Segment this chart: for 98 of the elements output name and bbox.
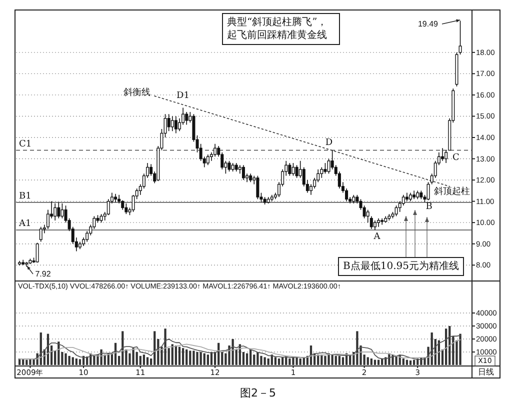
bar (331, 354, 334, 365)
bar (250, 349, 252, 365)
annotation: 典型“斜顶起柱腾飞”，起飞前回踩精准黄金线 (222, 13, 340, 45)
bar (171, 344, 174, 365)
candlestick (324, 162, 327, 174)
bar (182, 348, 184, 365)
candlestick (295, 164, 298, 178)
candlestick (36, 242, 39, 263)
bar (366, 357, 369, 365)
bar (203, 353, 206, 365)
annotation: B点最低10.95元为精准线 (338, 257, 464, 276)
candlestick (167, 114, 170, 132)
bar (132, 348, 134, 365)
annotation: 斜顶起柱 (434, 186, 470, 197)
bar (29, 359, 32, 365)
candlestick (292, 162, 295, 176)
bar (68, 356, 70, 365)
candlestick (440, 148, 444, 162)
bar (299, 358, 302, 365)
candlestick (288, 162, 292, 176)
annotation: C (452, 153, 460, 163)
bar (164, 328, 166, 365)
bar (406, 360, 408, 365)
bar (342, 357, 344, 365)
bar (409, 360, 412, 365)
annotation: 斜衡线 (124, 87, 150, 98)
bar (334, 356, 337, 365)
bar (413, 360, 416, 365)
text: 日线 (478, 368, 494, 376)
annotation: D (325, 138, 333, 148)
bar (402, 358, 404, 365)
annotation: D1 (176, 91, 190, 101)
bar (395, 356, 398, 365)
bar (459, 334, 462, 365)
bar (232, 338, 234, 365)
ref-line-label: B1 (19, 191, 32, 202)
bar (288, 358, 291, 365)
bar (264, 357, 266, 365)
bar (338, 356, 340, 365)
annotation: B (426, 202, 433, 212)
candlestick (394, 205, 398, 217)
ref-line-label: C1 (19, 139, 32, 150)
annotation: A (372, 232, 381, 242)
bar (356, 331, 358, 365)
candlestick (57, 202, 60, 219)
bar (281, 357, 284, 365)
bar (75, 358, 78, 365)
annotation: 7.92 (35, 270, 52, 278)
bar (78, 359, 82, 365)
bar (186, 349, 188, 365)
candlestick (362, 205, 366, 219)
bar (72, 357, 74, 365)
bar (136, 352, 138, 365)
bar (260, 356, 262, 365)
ref-line-label: A1 (18, 219, 32, 230)
candlestick (320, 166, 324, 178)
candlestick (458, 20, 462, 55)
candlestick (242, 164, 245, 180)
candlestick (444, 150, 448, 164)
bar (139, 356, 142, 365)
bar (210, 352, 213, 365)
candlestick (174, 116, 178, 134)
line-series (19, 339, 461, 360)
bar (142, 354, 146, 365)
candlestick (60, 203, 64, 219)
bar (377, 360, 380, 365)
bar (174, 345, 178, 365)
bar (178, 346, 181, 365)
bar (206, 354, 209, 365)
candlestick (39, 226, 42, 242)
bar (154, 331, 156, 365)
bar (192, 350, 195, 365)
bar (189, 350, 192, 365)
bar (267, 358, 270, 365)
caption: 图2－5 (240, 386, 276, 400)
bar (146, 357, 149, 365)
annotation: 19.49 (418, 20, 439, 28)
candlestick (214, 143, 217, 158)
bar (374, 360, 376, 365)
candlestick (185, 112, 188, 126)
candlestick (228, 160, 231, 172)
bar (274, 357, 277, 365)
candlestick (373, 220, 376, 230)
bar (370, 358, 372, 365)
bar (296, 357, 298, 365)
bar (196, 352, 198, 365)
candlestick (170, 116, 174, 132)
bar (324, 356, 326, 365)
bar (200, 352, 202, 365)
bar (26, 360, 28, 365)
bar (328, 353, 330, 365)
candlestick (256, 175, 260, 200)
candlestick (54, 203, 57, 221)
candlestick (206, 154, 210, 166)
candlestick (124, 203, 128, 214)
bar (246, 353, 248, 365)
bar (64, 353, 67, 365)
bar (278, 358, 280, 365)
